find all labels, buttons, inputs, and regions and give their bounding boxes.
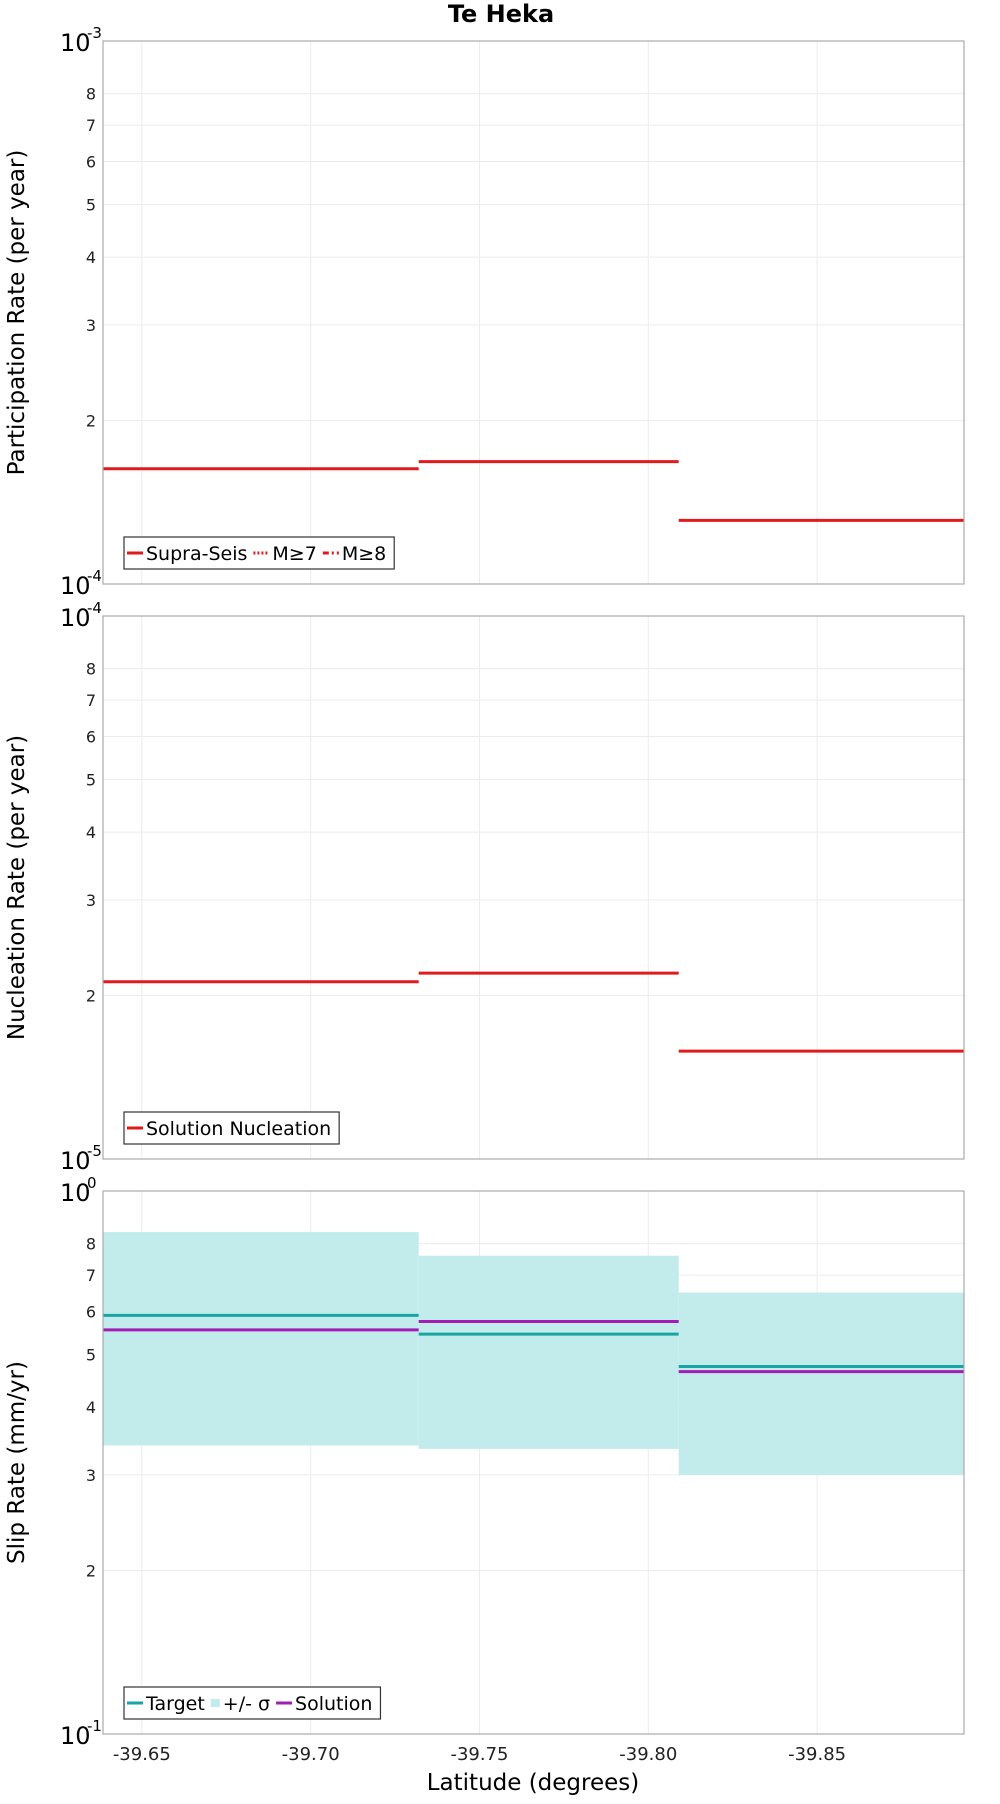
y-major-tick-base: 10 <box>60 29 91 57</box>
y-tick-label: 2 <box>86 987 96 1006</box>
y-major-tick-label: 10-3 <box>60 24 102 57</box>
x-tick-label: -39.80 <box>619 1744 677 1765</box>
plot-area <box>103 616 964 1159</box>
legend: Supra-Seis M≥7 M≥8 <box>123 536 395 570</box>
sigma-band <box>103 1232 419 1446</box>
legend-swatch-band <box>210 1699 220 1707</box>
y-major-tick-exponent: -4 <box>87 599 102 617</box>
y-major-tick-label: 10-4 <box>60 599 102 632</box>
y-tick-label: 6 <box>86 152 96 171</box>
plot-area <box>103 41 964 584</box>
y-tick-label: 4 <box>86 248 96 267</box>
legend-entry-label: Supra-Seis <box>146 543 247 565</box>
x-axis-label: Latitude (degrees) <box>427 1770 640 1796</box>
sigma-band <box>678 1292 964 1475</box>
y-tick-label: 5 <box>86 770 96 789</box>
y-tick-label: 8 <box>86 1235 96 1254</box>
y-major-tick-exponent: 0 <box>87 1174 97 1192</box>
y-axis-label: Slip Rate (mm/yr) <box>4 1361 30 1564</box>
y-axis-label: Participation Rate (per year) <box>4 150 30 476</box>
y-major-tick-base: 10 <box>60 1147 91 1175</box>
y-tick-label: 8 <box>86 85 96 104</box>
legend-entry-label: M≥7 <box>272 543 316 565</box>
x-tick-label: -39.70 <box>282 1744 340 1765</box>
y-tick-label: 4 <box>86 1398 96 1417</box>
y-tick-label: 2 <box>86 1562 96 1581</box>
y-tick-label: 2 <box>86 412 96 431</box>
legend: Solution Nucleation <box>123 1111 340 1145</box>
y-major-tick-label: 100 <box>60 1174 97 1207</box>
y-tick-label: 3 <box>86 316 96 335</box>
legend-entry-label: Target <box>145 1693 205 1715</box>
y-major-tick-label: 10-5 <box>60 1142 102 1175</box>
legend-box <box>123 1686 382 1720</box>
y-major-tick-exponent: -5 <box>87 1142 102 1160</box>
y-major-tick-exponent: -1 <box>87 1717 102 1735</box>
y-tick-label: 6 <box>86 1302 96 1321</box>
y-tick-label: 8 <box>86 660 96 679</box>
legend-entry-label: Solution <box>295 1693 372 1715</box>
legend-entry-label: Solution Nucleation <box>146 1118 331 1140</box>
y-tick-label: 5 <box>86 195 96 214</box>
x-tick-labels: -39.65 -39.70 -39.75 -39.80 -39.85 <box>113 1744 846 1765</box>
y-axis-label: Nucleation Rate (per year) <box>4 735 30 1040</box>
x-tick-label: -39.65 <box>113 1744 171 1765</box>
y-tick-label: 3 <box>86 1466 96 1485</box>
legend-entry-label: M≥8 <box>342 543 386 565</box>
y-tick-label: 7 <box>86 116 96 135</box>
plot-frame <box>102 1190 965 1735</box>
y-major-tick-base: 10 <box>60 1722 91 1750</box>
x-tick-label: -39.85 <box>788 1744 846 1765</box>
legend-entry-label: +/- σ <box>223 1693 270 1715</box>
y-tick-label: 5 <box>86 1345 96 1364</box>
y-tick-label: 6 <box>86 727 96 746</box>
legend-box <box>123 1111 340 1145</box>
plot-frame <box>102 40 965 585</box>
y-major-tick-label: 10-1 <box>60 1717 102 1750</box>
y-major-tick-exponent: -4 <box>87 567 102 585</box>
y-tick-label: 4 <box>86 823 96 842</box>
y-major-tick-base: 10 <box>60 1179 91 1207</box>
y-tick-label: 7 <box>86 691 96 710</box>
plot-frame <box>102 615 965 1160</box>
y-tick-label: 3 <box>86 891 96 910</box>
x-tick-label: -39.75 <box>450 1744 508 1765</box>
legend: Target +/- σ Solution <box>123 1686 382 1720</box>
y-major-tick-base: 10 <box>60 604 91 632</box>
y-major-tick-base: 10 <box>60 572 91 600</box>
sigma-band <box>418 1255 679 1449</box>
y-major-tick-label: 10-4 <box>60 567 102 600</box>
chart-title: Te Heka <box>448 0 554 28</box>
y-tick-label: 7 <box>86 1266 96 1285</box>
y-major-tick-exponent: -3 <box>87 24 102 42</box>
